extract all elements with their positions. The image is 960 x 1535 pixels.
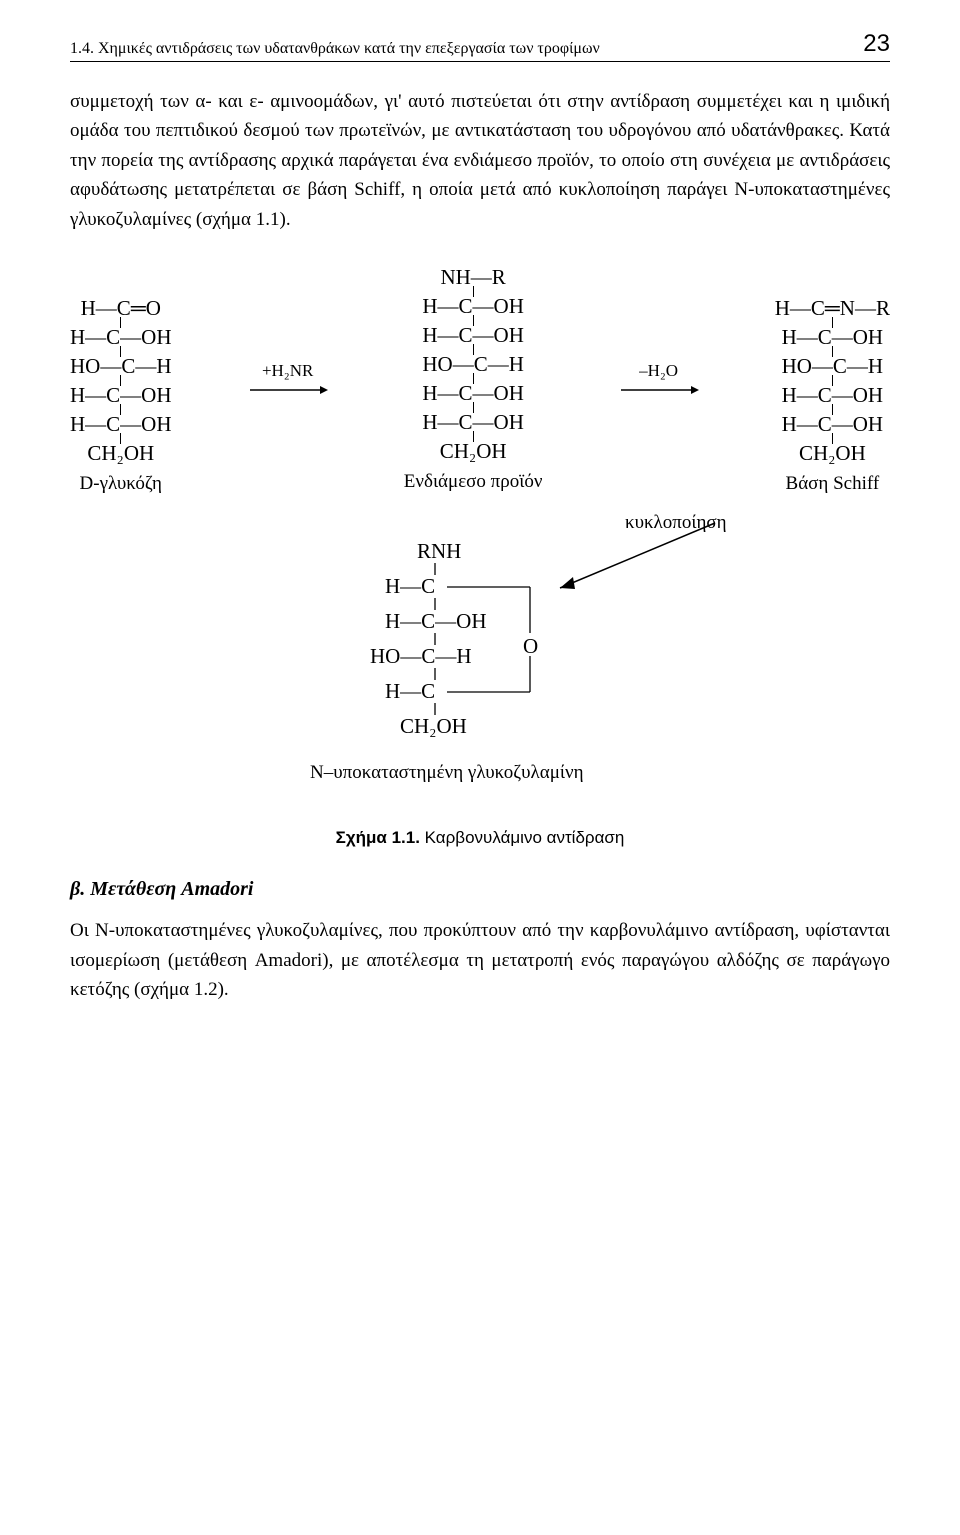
svg-text:RNH: RNH xyxy=(417,539,461,563)
svg-text:H—C—OH: H—C—OH xyxy=(385,609,487,633)
header-title: 1.4. Χημικές αντιδράσεις των υδατανθράκω… xyxy=(70,40,600,58)
arrow-2: –H₂O xyxy=(619,361,699,397)
page-header: 1.4. Χημικές αντιδράσεις των υδατανθράκω… xyxy=(70,30,890,62)
structure-intermediate: NH—R H—C—OH H—C—OH HO—C—H H—C—OH H—C—OH … xyxy=(404,266,543,491)
paragraph-1: συμμετοχή των α- και ε- αμινοομάδων, γι'… xyxy=(70,87,890,234)
structure-glucose: H—C═O H—C—OH HO—C—H H—C—OH H—C—OH CH₂OH … xyxy=(70,264,172,493)
section-b-heading: β. Μετάθεση Amadori xyxy=(70,878,890,901)
svg-text:H—C: H—C xyxy=(385,574,435,598)
figure-1-1: H—C═O H—C—OH HO—C—H H—C—OH H—C—OH CH₂OH … xyxy=(70,264,890,848)
svg-text:H—C: H—C xyxy=(385,679,435,703)
label-intermediate: Ενδιάμεσο προϊόν xyxy=(404,472,543,491)
svg-text:κυκλοποίηση: κυκλοποίηση xyxy=(625,513,727,533)
cyclization-block: κυκλοποίηση RNH H—C H—C—OH HO—C—H H—C CH… xyxy=(70,513,890,803)
cyclized-structure-svg: κυκλοποίηση RNH H—C H—C—OH HO—C—H H—C CH… xyxy=(225,513,735,803)
svg-text:CH₂OH: CH₂OH xyxy=(400,714,467,738)
arrow-1: +H₂NR xyxy=(248,361,328,397)
figure-caption: Σχήμα 1.1. Καρβονυλάμινο αντίδραση xyxy=(70,828,890,848)
section-b-text: Οι Ν-υποκαταστημένες γλυκοζυλαμίνες, που… xyxy=(70,916,890,1004)
structure-schiff: H—C═N—R H—C—OH HO—C—H H—C—OH H—C—OH CH₂O… xyxy=(775,264,890,493)
svg-text:Ν–υποκαταστημένη γλυκοζυλαμίνη: Ν–υποκαταστημένη γλυκοζυλαμίνη xyxy=(310,762,584,783)
label-schiff: Βάση Schiff xyxy=(786,474,880,493)
label-glucose: D-γλυκόζη xyxy=(80,474,162,493)
page-number: 23 xyxy=(863,30,890,58)
svg-text:HO—C—H: HO—C—H xyxy=(370,644,472,668)
svg-text:O: O xyxy=(523,634,538,658)
